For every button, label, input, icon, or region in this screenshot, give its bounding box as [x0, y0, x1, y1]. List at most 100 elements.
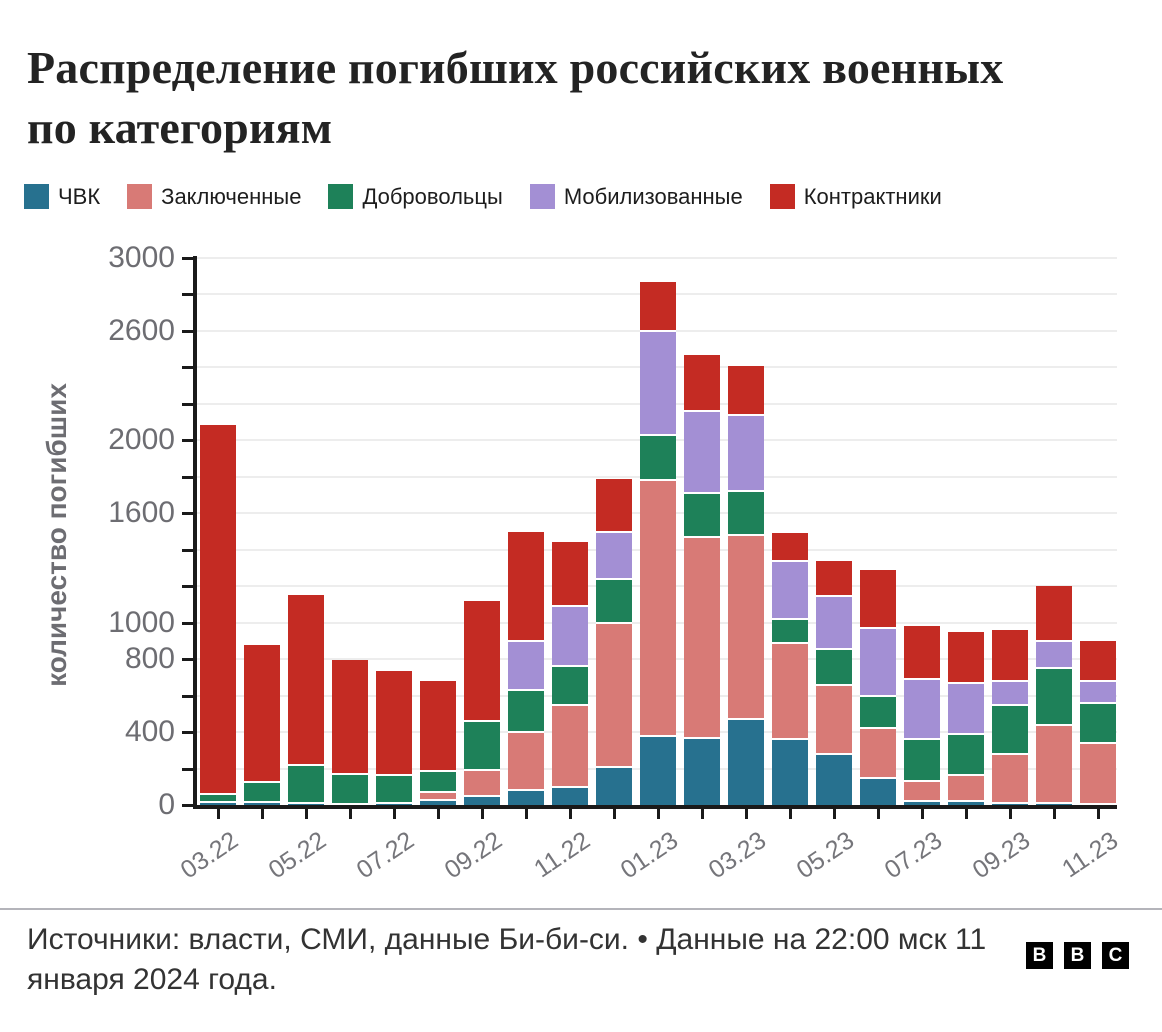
bar-segment	[772, 560, 808, 620]
bar-segment-gap	[684, 535, 720, 538]
bar-segment	[640, 281, 676, 331]
bar-segment	[992, 704, 1028, 754]
bar-segment	[420, 681, 456, 772]
legend-item: Мобилизованные	[529, 184, 743, 209]
bar-segment-gap	[948, 732, 984, 735]
x-tick	[744, 809, 748, 819]
x-tick	[524, 809, 528, 819]
bar-segment-gap	[596, 577, 632, 580]
bar-segment-gap	[1080, 680, 1116, 682]
bar-segment-gap	[772, 641, 808, 644]
x-tick	[480, 809, 484, 819]
gridline	[197, 257, 1117, 259]
bar-segment-gap	[728, 413, 764, 416]
bar-segment-gap	[816, 683, 852, 686]
y-tick	[182, 439, 193, 443]
bar-segment-gap	[860, 627, 896, 630]
bar-segment-gap	[904, 738, 940, 741]
bar-segment	[1080, 640, 1116, 681]
bar-segment	[508, 531, 544, 641]
y-tick	[182, 767, 193, 771]
bar-segment	[508, 790, 544, 805]
legend-swatch	[529, 184, 555, 209]
bar-segment	[992, 681, 1028, 705]
bar-segment	[772, 533, 808, 561]
bar-segment	[244, 645, 280, 783]
legend-swatch	[328, 184, 354, 209]
bar-segment-gap	[1080, 803, 1116, 806]
bar-segment-gap	[288, 763, 324, 766]
x-tick	[700, 809, 704, 819]
bar-segment	[244, 802, 280, 805]
bar-segment-gap	[816, 752, 852, 755]
x-tick	[788, 809, 792, 819]
bar-segment-gap	[1080, 701, 1116, 704]
bar-segment	[860, 695, 896, 729]
y-tick	[182, 804, 193, 807]
x-tick	[304, 809, 308, 819]
bar-segment-gap	[640, 479, 676, 482]
bar-segment-gap	[728, 490, 764, 493]
bar-segment	[464, 770, 500, 796]
y-tick	[182, 658, 193, 662]
bar-segment	[244, 782, 280, 803]
y-axis-line	[193, 256, 197, 809]
bar-segment	[508, 640, 544, 691]
bar-segment-gap	[904, 678, 940, 681]
legend-item: Контрактники	[769, 184, 942, 209]
bar-segment-gap	[376, 773, 412, 776]
bar-segment	[420, 799, 456, 805]
bar-segment	[684, 411, 720, 494]
bar-segment	[728, 535, 764, 720]
bar-segment	[948, 733, 984, 775]
bar-segment-gap	[1036, 667, 1072, 670]
bar-segment	[816, 560, 852, 597]
bar-segment-gap	[948, 773, 984, 776]
y-tick-label: 400	[124, 715, 175, 749]
x-tick	[436, 809, 440, 819]
bar-segment-gap	[992, 752, 1028, 755]
bar-segment	[508, 690, 544, 733]
y-tick	[182, 329, 193, 333]
bar-segment-gap	[948, 800, 984, 803]
bar-segment	[816, 649, 852, 685]
x-tick	[348, 809, 352, 819]
x-tick	[920, 809, 924, 819]
y-tick	[182, 366, 193, 370]
bar-segment-gap	[684, 736, 720, 739]
bar-segment	[1036, 724, 1072, 804]
bar-segment	[288, 595, 324, 765]
y-tick	[182, 731, 193, 735]
bar-segment-gap	[508, 639, 544, 642]
bar-segment	[816, 596, 852, 650]
bar-segment	[816, 753, 852, 805]
bar-segment	[1080, 681, 1116, 703]
bar-segment	[948, 801, 984, 805]
bar-segment	[860, 777, 896, 805]
bar-segment-gap	[816, 648, 852, 651]
bar-segment-gap	[728, 718, 764, 721]
bar-segment-gap	[904, 780, 940, 783]
legend-item: Заключенные	[127, 184, 301, 209]
bar-segment	[992, 629, 1028, 681]
bar-segment-gap	[200, 793, 236, 796]
bar-segment-gap	[596, 765, 632, 768]
bar-segment	[332, 774, 368, 805]
x-tick	[964, 809, 968, 819]
source-note: Источники: власти, СМИ, данные Би-би-си.…	[27, 923, 987, 997]
bar-segment-gap	[1036, 723, 1072, 726]
bar-segment	[596, 578, 632, 623]
chart-title: Распределение погибших российских военны…	[27, 42, 1004, 153]
bar-segment-gap	[816, 595, 852, 598]
bar-segment	[464, 721, 500, 771]
legend-item: Добровольцы	[328, 184, 503, 209]
bar-segment-gap	[596, 530, 632, 533]
bar-segment	[200, 794, 236, 803]
bar-segment-gap	[508, 731, 544, 734]
y-axis-title: количество погибших	[41, 383, 72, 687]
y-tick	[182, 475, 193, 479]
bar-segment-gap	[200, 801, 236, 804]
bar-segment	[772, 739, 808, 805]
